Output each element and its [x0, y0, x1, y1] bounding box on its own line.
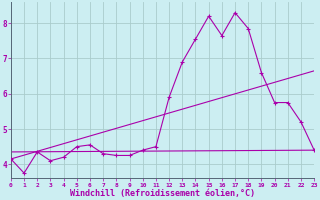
X-axis label: Windchill (Refroidissement éolien,°C): Windchill (Refroidissement éolien,°C) — [70, 189, 255, 198]
